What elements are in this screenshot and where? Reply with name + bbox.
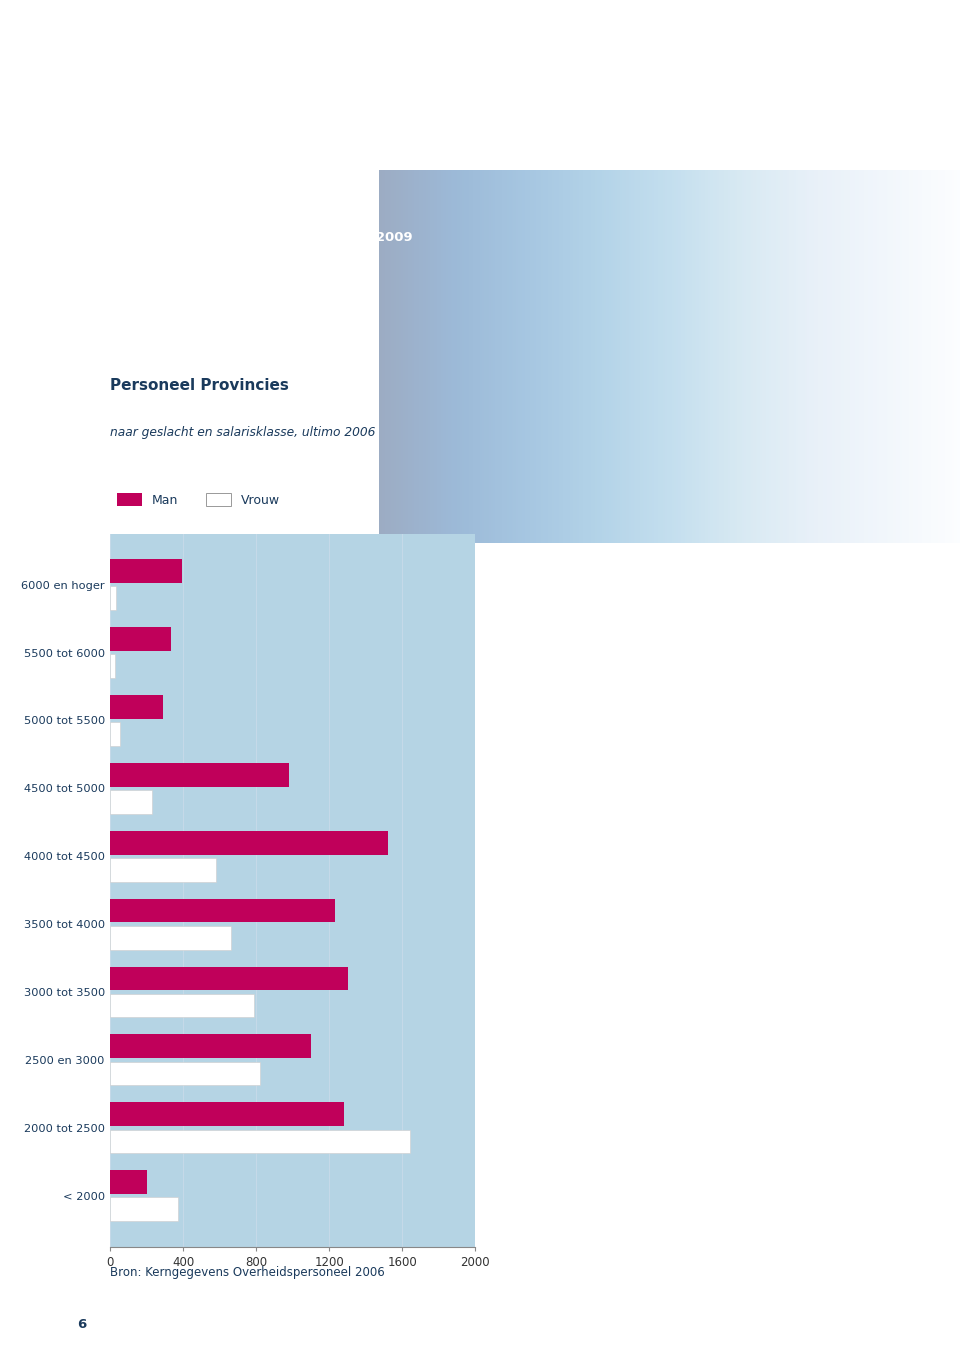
Bar [110,858,216,881]
Bar [110,1103,344,1126]
Text: Provincies: Provincies [174,14,882,130]
Bar [110,763,289,786]
Text: Bron: Kerngegevens Overheidspersoneel 2006: Bron: Kerngegevens Overheidspersoneel 20… [110,1266,385,1279]
Text: (bruto schaalbedragen): (bruto schaalbedragen) [110,333,288,346]
Text: Werkgelegenheid: 12.009 fte's: Werkgelegenheid: 12.009 fte's [110,179,340,193]
Bar [110,831,388,854]
Bar [110,655,115,678]
Bar [110,967,348,990]
Bar [110,722,120,746]
Bar [110,790,153,813]
Text: Looptijd CAO: van 1-6-2007 tot 1-6-2009: Looptijd CAO: van 1-6-2007 tot 1-6-2009 [110,231,413,243]
Bar [110,1171,147,1194]
Bar [110,1062,260,1085]
Text: Provincies: Provincies [295,46,761,124]
Text: naar geslacht en salarisklasse, ultimo 2006: naar geslacht en salarisklasse, ultimo 2… [110,425,375,439]
Bar [110,926,230,949]
Text: 6: 6 [77,1319,86,1331]
Text: Personeel Provincies: Personeel Provincies [110,378,289,392]
Legend: Man, Vrouw: Man, Vrouw [117,493,279,507]
Text: Peildatum salarisschaal: 1-6-2007: Peildatum salarisschaal: 1-6-2007 [110,282,365,295]
Bar [110,899,335,922]
Bar [110,559,181,583]
Bar [110,587,116,610]
Bar [110,627,171,650]
Bar [110,994,254,1017]
Bar [110,1198,178,1221]
Bar [110,1035,311,1058]
Bar [110,1130,410,1153]
Bar [110,695,163,718]
